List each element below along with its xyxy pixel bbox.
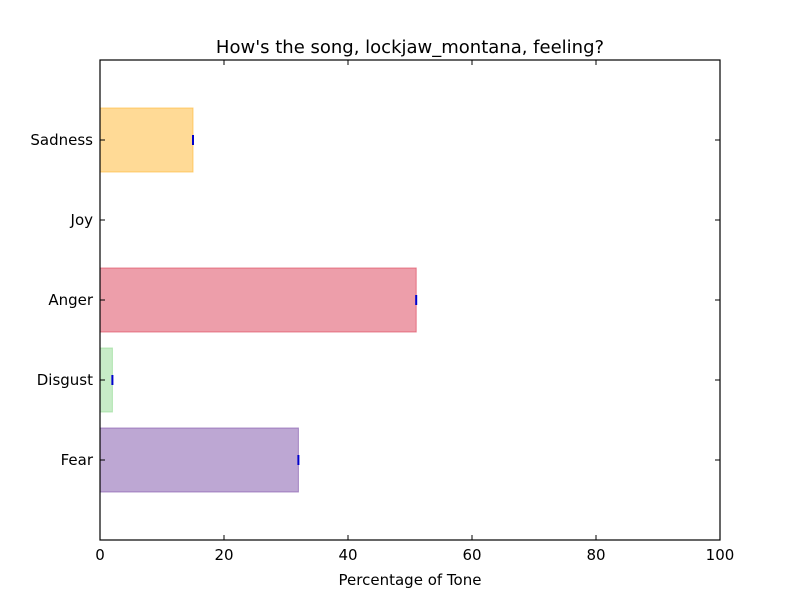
x-tick-label-40: 40: [338, 546, 357, 564]
y-tick-label-disgust: Disgust: [37, 371, 93, 389]
y-tick-label-sadness: Sadness: [30, 131, 93, 149]
plot-frame: [99, 59, 721, 541]
y-tick-label-anger: Anger: [48, 291, 94, 309]
x-tick-label-80: 80: [586, 546, 605, 564]
bar-sadness: [99, 107, 194, 173]
ticks-group: Fear Disgust Anger Joy Sadness 0 20 40 60 80 100: [30, 60, 734, 564]
bars-group: [99, 107, 418, 493]
chart-title: How's the song, lockjaw_montana, feeling…: [216, 37, 604, 58]
bar-fear: [99, 427, 299, 493]
x-tick-label-60: 60: [462, 546, 481, 564]
x-tick-label-0: 0: [95, 546, 105, 564]
x-tick-label-100: 100: [706, 546, 735, 564]
y-tick-label-joy: Joy: [70, 211, 94, 229]
x-tick-label-20: 20: [214, 546, 233, 564]
bar-anger: [99, 267, 417, 333]
x-axis-label: Percentage of Tone: [339, 571, 482, 589]
y-tick-label-fear: Fear: [61, 451, 94, 469]
